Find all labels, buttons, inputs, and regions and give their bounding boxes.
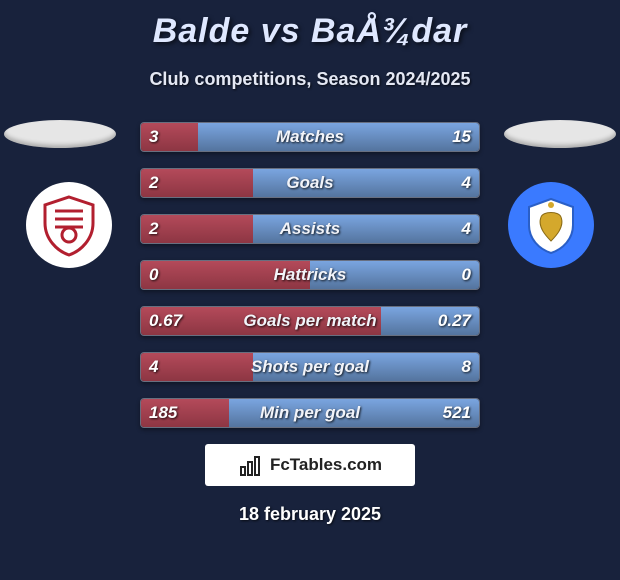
stat-value-left: 0: [141, 261, 166, 289]
bar-right: [253, 353, 479, 381]
brand-icon: [238, 452, 264, 478]
stat-row: 00Hattricks: [140, 260, 480, 290]
stat-value-left: 2: [141, 169, 166, 197]
stat-value-right: 0.27: [430, 307, 479, 335]
page-title: Balde vs BaÅ¾dar: [0, 0, 620, 51]
stat-row: 185521Min per goal: [140, 398, 480, 428]
stat-rows: 315Matches24Goals24Assists00Hattricks0.6…: [140, 122, 480, 428]
stat-row: 48Shots per goal: [140, 352, 480, 382]
stat-row: 24Goals: [140, 168, 480, 198]
stat-row: 0.670.27Goals per match: [140, 306, 480, 336]
bar-right: [198, 123, 479, 151]
decoration-oval-right: [504, 120, 616, 148]
club-badge-left: [26, 182, 112, 268]
brand-box: FcTables.com: [205, 444, 415, 486]
stat-value-left: 3: [141, 123, 166, 151]
stat-value-right: 4: [454, 215, 479, 243]
club-badge-right: [508, 182, 594, 268]
brand-label: FcTables.com: [270, 455, 382, 475]
stat-value-right: 0: [454, 261, 479, 289]
bar-right: [253, 215, 479, 243]
stat-value-right: 15: [444, 123, 479, 151]
comparison-panel: 315Matches24Goals24Assists00Hattricks0.6…: [0, 122, 620, 525]
stat-row: 24Assists: [140, 214, 480, 244]
stat-value-left: 0.67: [141, 307, 190, 335]
stat-value-right: 8: [454, 353, 479, 381]
bar-right: [253, 169, 479, 197]
date-label: 18 february 2025: [0, 504, 620, 525]
stat-row: 315Matches: [140, 122, 480, 152]
stat-value-left: 185: [141, 399, 185, 427]
page-subtitle: Club competitions, Season 2024/2025: [0, 69, 620, 90]
stat-value-left: 2: [141, 215, 166, 243]
stat-value-left: 4: [141, 353, 166, 381]
decoration-oval-left: [4, 120, 116, 148]
stat-value-right: 521: [435, 399, 479, 427]
stat-value-right: 4: [454, 169, 479, 197]
crest-left-icon: [37, 193, 101, 257]
crest-right-icon: [519, 193, 583, 257]
